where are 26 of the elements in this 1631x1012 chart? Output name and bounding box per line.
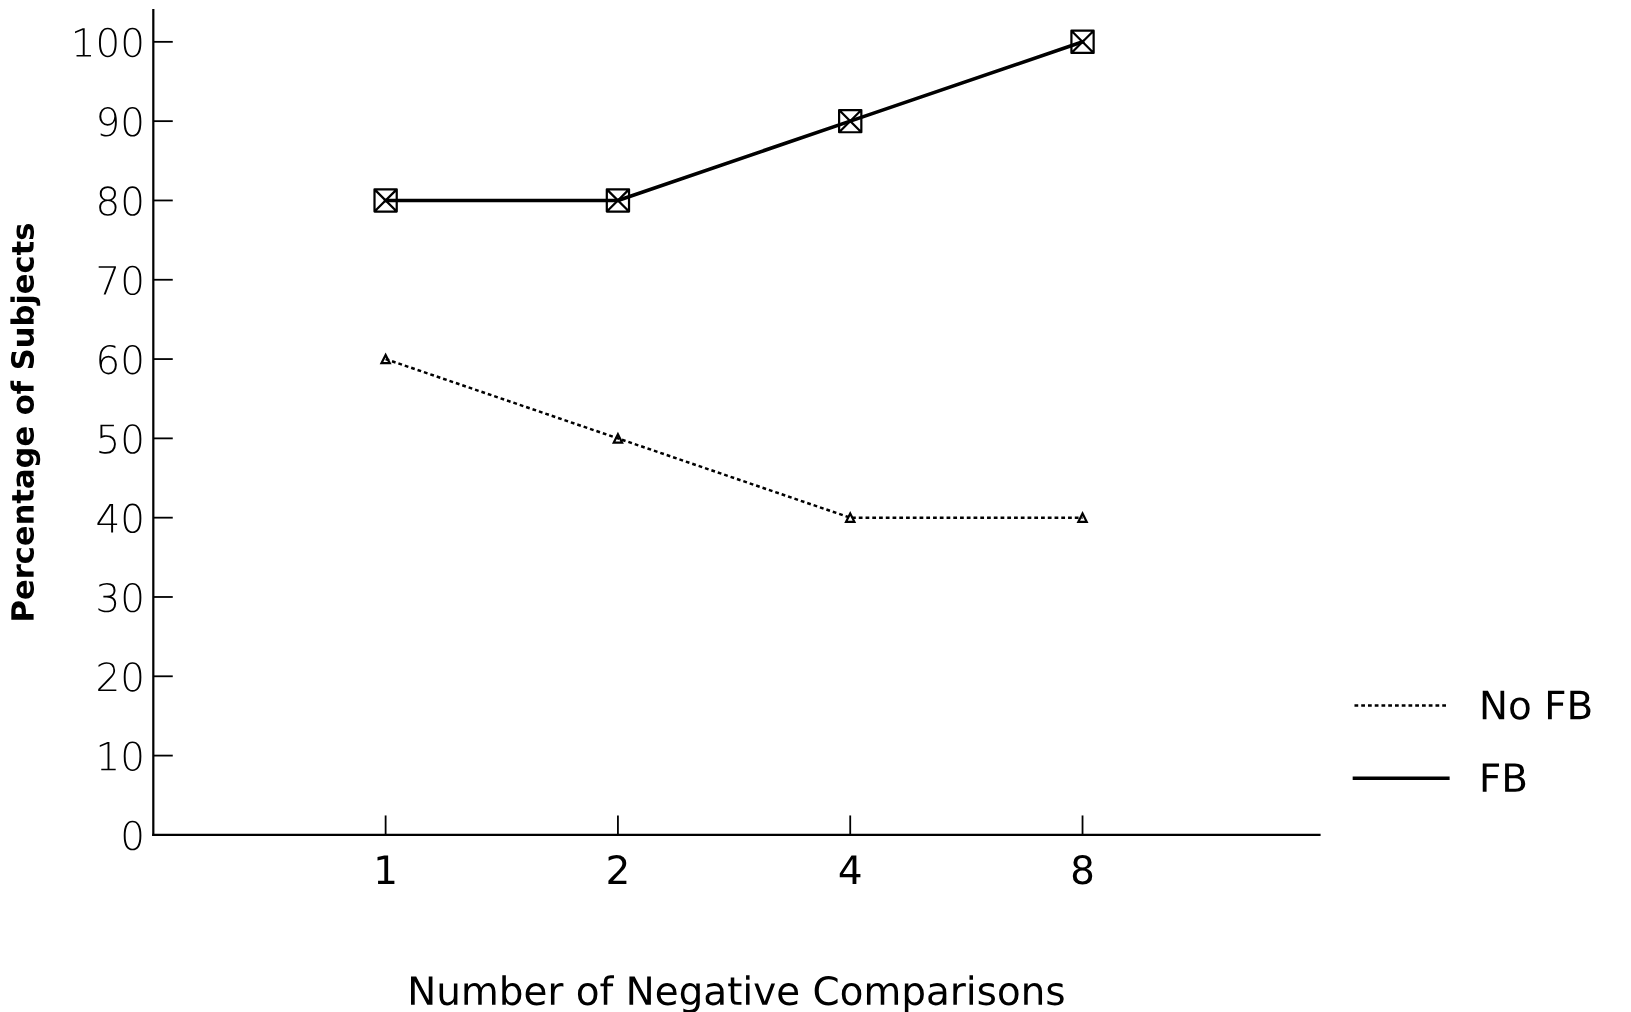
point: [1070, 29, 1095, 55]
y-tick-label: 60: [99, 344, 142, 375]
y-tick-label: 20: [98, 662, 142, 692]
x-tick-label: 4: [839, 855, 861, 884]
y-tick-label: 0: [123, 820, 142, 851]
y-tick-label: 30: [98, 582, 142, 613]
point: [373, 188, 398, 213]
legend-label: No FB: [1482, 690, 1591, 720]
y-tick-label: 50: [99, 424, 142, 454]
x-tick-label: 2: [608, 855, 627, 884]
x-tick-label: 1: [377, 855, 395, 884]
y-tick-label: 10: [99, 741, 142, 771]
point: [1077, 512, 1088, 523]
point: [838, 108, 863, 134]
y-tick-label: 70: [98, 265, 142, 296]
x-axis-title: Number of Negative Comparisons: [411, 975, 1064, 1012]
x-tick-label: 8: [1072, 855, 1093, 885]
legend-label: FB: [1482, 763, 1526, 792]
y-tick-label: 100: [75, 27, 142, 58]
y-tick-label: 90: [99, 107, 142, 137]
y-tick-label: 80: [99, 186, 142, 216]
point: [844, 512, 856, 523]
point: [380, 353, 391, 365]
y-tick-label: 40: [97, 503, 142, 534]
y-axis-title: Percentage of Subjects: [10, 224, 41, 620]
point: [605, 188, 631, 213]
